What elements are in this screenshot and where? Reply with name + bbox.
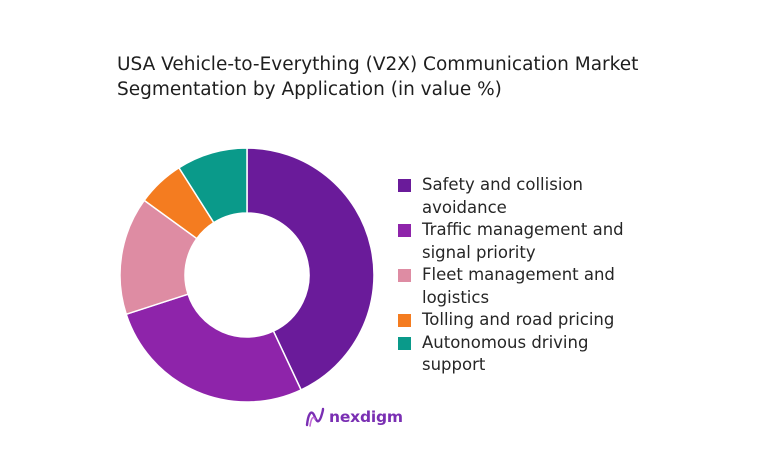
legend-label-line: Autonomous driving <box>422 332 589 352</box>
legend-item-1: Safety and collision avoidance <box>398 174 698 219</box>
legend-label-line: support <box>422 355 486 374</box>
legend-label: Autonomous driving support <box>422 332 652 377</box>
legend-swatch <box>398 269 411 282</box>
chart-title-line-2: Segmentation by Application (in value %) <box>117 79 502 100</box>
legend-swatch <box>398 224 411 237</box>
legend-label-line: logistics <box>422 287 490 307</box>
legend-label-line: avoidance <box>422 197 507 217</box>
chart-legend: Safety and collision avoidance Traffic man… <box>398 174 698 377</box>
legend-swatch <box>398 336 411 350</box>
chart-title: USA Vehicle-to-Everything (V2X) Communic… <box>117 52 717 102</box>
legend-label-line: Tolling and road pricing <box>422 310 615 329</box>
legend-item-5: Autonomous driving support <box>398 332 698 377</box>
legend-label-line: Traffic management and <box>422 220 624 239</box>
donut-slice-1 <box>246 147 375 391</box>
legend-swatch <box>398 314 411 327</box>
legend-label: Fleet management and logistics <box>422 264 652 309</box>
donut-slice-5 <box>177 147 248 224</box>
legend-label-line: signal priority <box>422 242 536 262</box>
nexdigm-logo-icon <box>305 407 325 427</box>
legend-item-2: Traffic management and signal priority <box>398 219 698 264</box>
legend-label: Tolling and road pricing <box>422 309 652 332</box>
nexdigm-logo-text: nexdigm <box>329 408 403 426</box>
legend-label-line: Fleet management and <box>422 265 615 284</box>
legend-label: Traffic management and signal priority <box>422 219 652 264</box>
legend-item-3: Fleet management and logistics <box>398 264 698 309</box>
chart-title-line-1: USA Vehicle-to-Everything (V2X) Communic… <box>117 54 639 75</box>
legend-label: Safety and collision avoidance <box>422 174 652 219</box>
nexdigm-logo: nexdigm <box>305 405 403 429</box>
legend-label-line: Safety and collision <box>422 175 583 194</box>
donut-slice-2 <box>125 293 303 403</box>
legend-swatch <box>398 179 411 192</box>
legend-item-4: Tolling and road pricing <box>398 309 698 332</box>
